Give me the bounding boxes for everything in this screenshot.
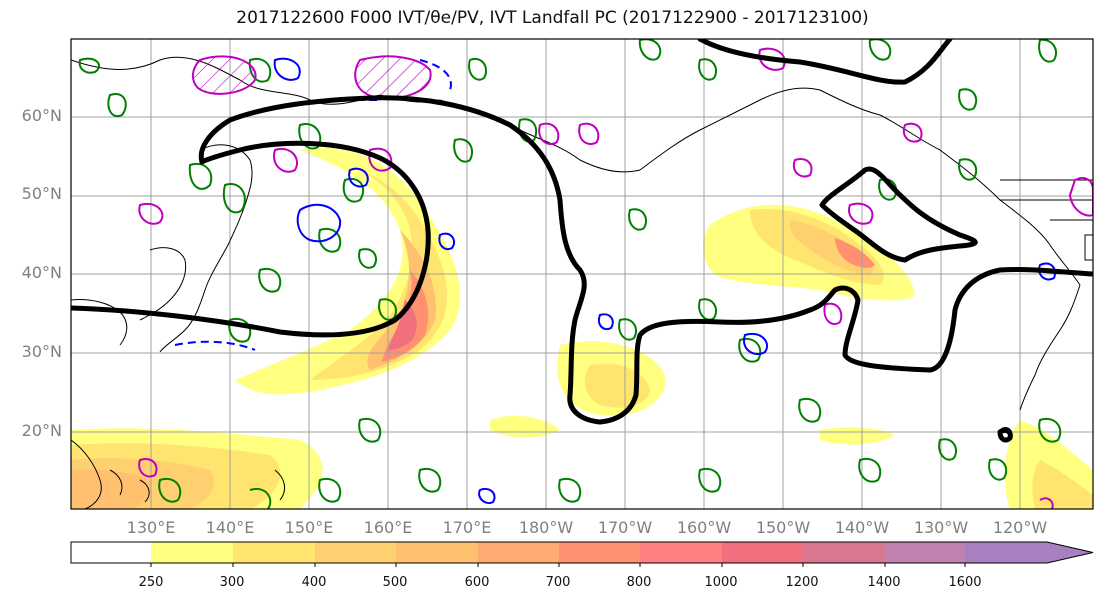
colorbar-label-300: 300 (219, 575, 245, 590)
colorbar-label-500: 500 (382, 575, 408, 590)
lon-label-170e: 170°E (442, 518, 492, 537)
map-title: 2017122600 F000 IVT/θe/PV, IVT Landfall … (236, 8, 869, 28)
colorbar-label-800: 800 (626, 575, 652, 590)
colorbar-label-600: 600 (464, 575, 490, 590)
lon-label-180w: 180°W (518, 518, 574, 537)
lon-label-130e: 130°E (126, 518, 176, 537)
colorbar-label-700: 700 (545, 575, 571, 590)
lon-label-160e: 160°E (363, 518, 413, 537)
colorbar-label-400: 400 (301, 575, 327, 590)
theta-e-contours (78, 39, 1062, 509)
lon-label-150e: 150°E (284, 518, 334, 537)
lat-label-60n: 60°N (21, 106, 62, 125)
lat-label-40n: 40°N (21, 263, 62, 282)
pv-negative-contours (174, 57, 1056, 504)
ivt-landfall-pc-contours (71, 39, 1093, 443)
colorbar-label-1200: 1200 (785, 575, 819, 590)
lon-label-130w: 130°W (913, 518, 969, 537)
lon-label-140w: 140°W (834, 518, 890, 537)
lat-label-20n: 20°N (21, 421, 62, 440)
lon-label-170w: 170°W (597, 518, 653, 537)
colorbar (70, 541, 1094, 567)
lon-label-140e: 140°E (205, 518, 255, 537)
lon-label-120w: 120°W (992, 518, 1048, 537)
colorbar-label-1600: 1600 (948, 575, 982, 590)
colorbar-label-250: 250 (138, 575, 164, 590)
lat-label-30n: 30°N (21, 342, 62, 361)
pv-positive-contours (138, 47, 1093, 509)
colorbar-label-1000: 1000 (704, 575, 738, 590)
colorbar-label-1400: 1400 (867, 575, 901, 590)
lat-label-50n: 50°N (21, 184, 62, 203)
ivt-shading (71, 147, 1093, 509)
map-frame (70, 38, 1094, 510)
lon-label-150w: 150°W (755, 518, 811, 537)
graticule (71, 39, 1093, 509)
lon-label-160w: 160°W (676, 518, 732, 537)
